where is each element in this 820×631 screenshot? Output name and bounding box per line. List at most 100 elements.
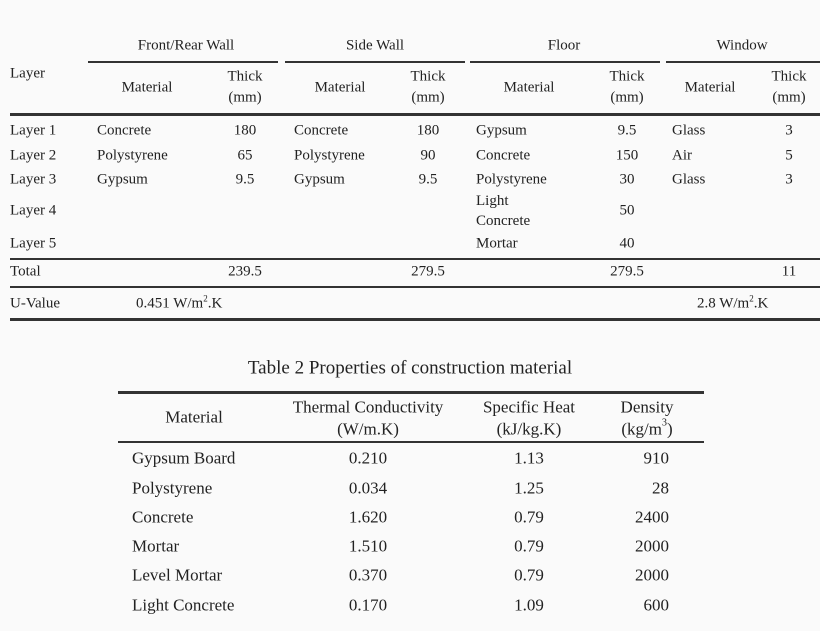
table-cell: 90 bbox=[420, 147, 436, 164]
table-cell: 65 bbox=[237, 147, 253, 164]
total-value: 239.5 bbox=[228, 263, 262, 280]
table-cell: Concrete bbox=[97, 122, 152, 139]
table-cell: Gypsum bbox=[294, 171, 345, 188]
density: 600 bbox=[643, 595, 670, 615]
table-cell: Polystyrene bbox=[97, 147, 168, 164]
table-cell: Gypsum bbox=[476, 122, 527, 139]
table-cell: 50 bbox=[619, 202, 635, 219]
column-header-unit: (kJ/kg.K) bbox=[497, 421, 562, 438]
superscript: 2 bbox=[203, 293, 208, 304]
table-cell: Polystyrene bbox=[476, 171, 547, 188]
column-header: Thick bbox=[410, 68, 446, 85]
table-cell: Glass bbox=[672, 122, 706, 139]
table-cell: Gypsum bbox=[97, 171, 148, 188]
table-cell: Glass bbox=[672, 171, 706, 188]
specific-heat: 0.79 bbox=[514, 536, 544, 556]
column-header: Material bbox=[314, 79, 366, 96]
thermal-conductivity: 0.170 bbox=[348, 595, 388, 615]
material-name: Polystyrene bbox=[132, 478, 213, 498]
table-rule bbox=[10, 258, 820, 260]
column-header: (mm) bbox=[772, 89, 806, 106]
column-header: Material bbox=[503, 79, 555, 96]
column-header-unit: (W/m.K) bbox=[337, 421, 399, 438]
row-label: Layer 2 bbox=[10, 147, 57, 164]
density: 2400 bbox=[635, 507, 669, 527]
table-rule bbox=[10, 113, 820, 116]
total-value: 279.5 bbox=[610, 263, 644, 280]
density: 2000 bbox=[635, 565, 669, 585]
row-label: U-Value bbox=[10, 295, 60, 312]
thermal-conductivity: 1.510 bbox=[348, 536, 388, 556]
specific-heat: 0.79 bbox=[514, 565, 544, 585]
column-header: Material bbox=[121, 79, 173, 96]
table-rule bbox=[88, 61, 278, 63]
material-name: Gypsum Board bbox=[132, 448, 236, 468]
table-cell: Air bbox=[672, 147, 692, 164]
group-header: Window bbox=[716, 37, 768, 54]
table-rule bbox=[285, 61, 465, 63]
table-cell: Concrete bbox=[476, 147, 531, 164]
u-value-number: 2.8 W/m bbox=[697, 295, 750, 312]
table-rule bbox=[118, 391, 704, 394]
table-cell: 9.5 bbox=[418, 171, 438, 188]
group-header: Front/Rear Wall bbox=[137, 37, 235, 54]
row-header: Layer bbox=[10, 65, 45, 82]
material-name: Light Concrete bbox=[132, 595, 235, 615]
column-header: (mm) bbox=[228, 89, 262, 106]
column-header: Thick bbox=[771, 68, 807, 85]
material-name: Level Mortar bbox=[132, 565, 223, 585]
u-value: 2.8 W/m2.K bbox=[697, 293, 769, 312]
thermal-conductivity: 0.370 bbox=[348, 565, 388, 585]
table-title: Table 2 Properties of construction mater… bbox=[247, 357, 573, 379]
table-cell: Mortar bbox=[476, 235, 518, 252]
superscript: 2 bbox=[749, 293, 754, 304]
unit-text: ) bbox=[667, 419, 673, 439]
table-rule bbox=[666, 61, 820, 63]
specific-heat: 0.79 bbox=[514, 507, 544, 527]
column-header: Density bbox=[620, 397, 674, 417]
table-cell: Polystyrene bbox=[294, 147, 365, 164]
unit-text: (W/m.K) bbox=[337, 419, 399, 439]
column-header: (mm) bbox=[610, 89, 644, 106]
group-header: Floor bbox=[547, 37, 581, 54]
density: 2000 bbox=[635, 536, 669, 556]
column-header: Material bbox=[684, 79, 736, 96]
table-rule bbox=[118, 441, 704, 443]
table-cell: 40 bbox=[619, 235, 635, 252]
table-cell: 3 bbox=[785, 122, 793, 139]
column-header: Material bbox=[165, 407, 223, 427]
material-name: Mortar bbox=[132, 536, 180, 556]
thermal-conductivity: 0.034 bbox=[348, 478, 388, 498]
row-label: Total bbox=[10, 263, 41, 280]
total-value: 11 bbox=[781, 263, 797, 280]
table-rule bbox=[10, 318, 820, 321]
table-cell: 180 bbox=[233, 122, 257, 139]
material-name: Concrete bbox=[132, 507, 194, 527]
specific-heat: 1.13 bbox=[514, 448, 544, 468]
table-rule bbox=[10, 286, 820, 288]
table-cell: 9.5 bbox=[235, 171, 255, 188]
table-cell: 180 bbox=[416, 122, 440, 139]
unit-text: (kJ/kg.K) bbox=[496, 419, 562, 439]
table-rule bbox=[470, 61, 660, 63]
column-header: Thick bbox=[227, 68, 263, 85]
thermal-conductivity: 0.210 bbox=[348, 448, 388, 468]
table-cell: 30 bbox=[619, 171, 635, 188]
column-header: Thermal Conductivity bbox=[292, 397, 444, 417]
column-header: Specific Heat bbox=[482, 397, 576, 417]
table-cell: 3 bbox=[785, 171, 793, 188]
table-cell: Concrete bbox=[294, 122, 349, 139]
total-value: 279.5 bbox=[411, 263, 445, 280]
unit-suffix: .K bbox=[207, 295, 223, 312]
specific-heat: 1.25 bbox=[514, 478, 544, 498]
table-cell: 9.5 bbox=[617, 122, 637, 139]
unit-suffix: .K bbox=[753, 295, 769, 312]
thermal-conductivity: 1.620 bbox=[348, 507, 388, 527]
table-cell: Light Concrete bbox=[476, 193, 531, 229]
density: 28 bbox=[652, 478, 669, 498]
density: 910 bbox=[643, 448, 670, 468]
group-header: Side Wall bbox=[345, 37, 405, 54]
column-header: (mm) bbox=[411, 89, 445, 106]
u-value-number: 0.451 W/m bbox=[136, 295, 204, 312]
row-label: Layer 4 bbox=[10, 202, 57, 219]
